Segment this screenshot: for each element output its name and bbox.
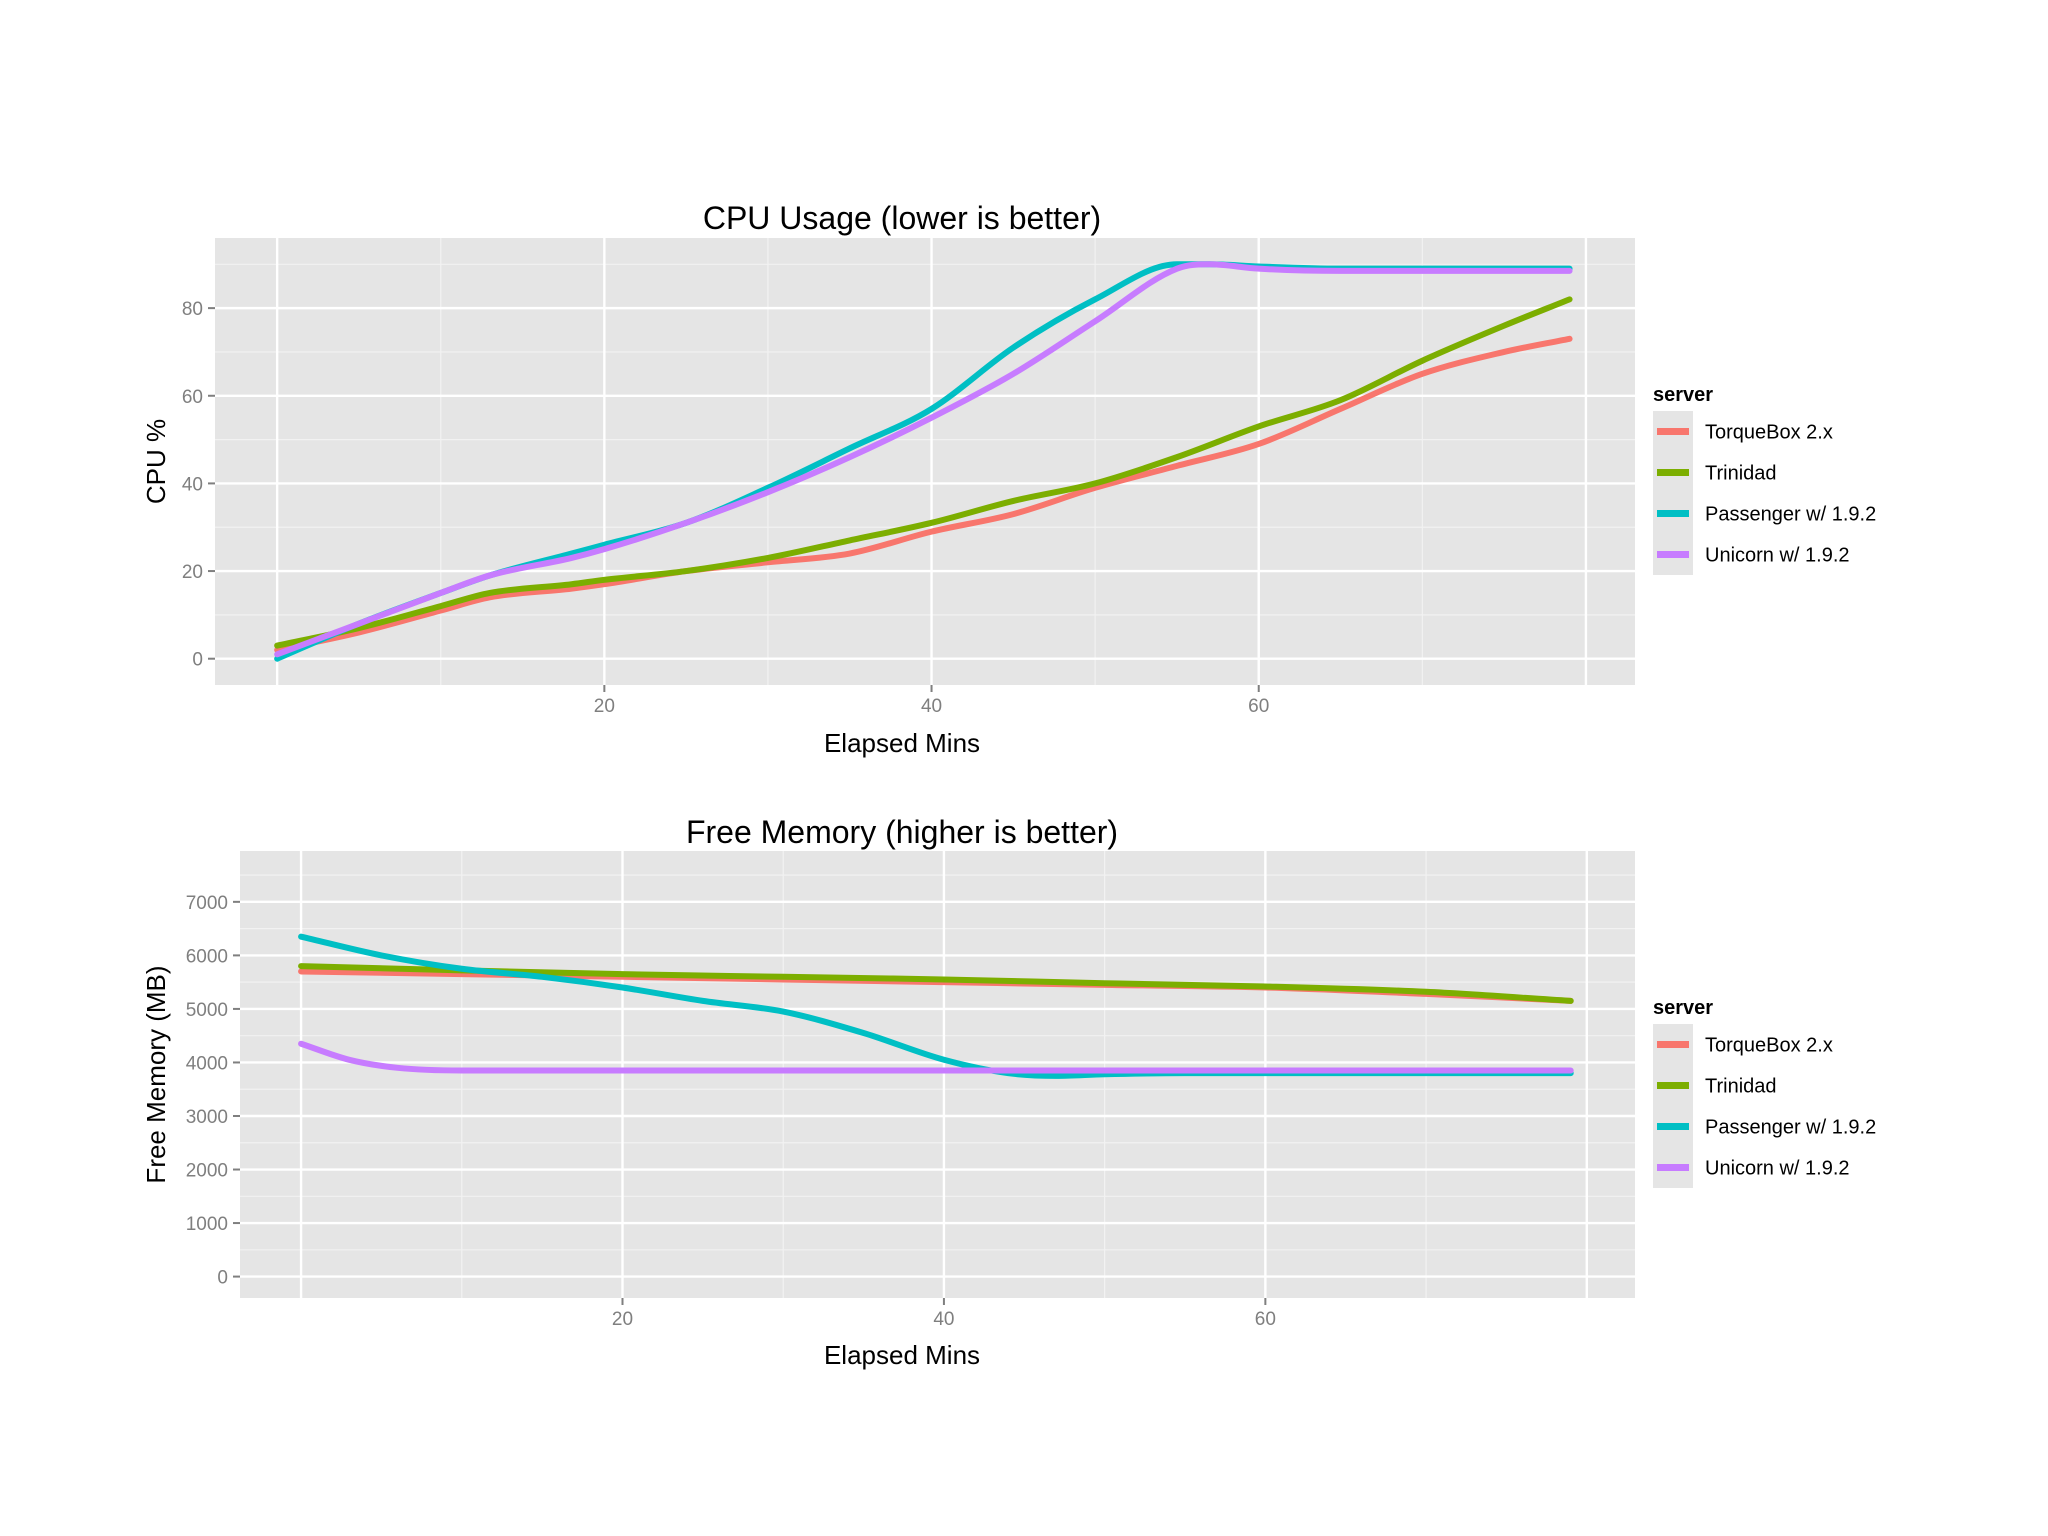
y-tick-label: 6000: [186, 946, 228, 967]
series-line-trinidad: [274, 296, 1573, 649]
y-tick-label: 60: [182, 387, 203, 408]
legend-label: Trinidad: [1705, 463, 1777, 485]
x-axis-title: Elapsed Mins: [824, 1340, 980, 1370]
x-tick-label: 40: [933, 1309, 954, 1330]
x-tick-label: 20: [612, 1309, 633, 1330]
x-tick-label: 60: [1248, 696, 1269, 717]
legend-title: server: [1653, 997, 1713, 1019]
y-tick-label: 0: [217, 1268, 228, 1289]
y-tick-label: 2000: [186, 1161, 228, 1182]
chart-title: Free Memory (higher is better): [686, 814, 1118, 850]
series-line-unicorn-w-1-9-2: [298, 1040, 1574, 1074]
chart-2: 20 40 60 0 1000 2000 3000 4000 5000 6000 7000 Free …: [141, 814, 1876, 1370]
y-axis-title: CPU %: [141, 419, 171, 504]
legend-label: Passenger w/ 1.9.2: [1705, 504, 1876, 526]
legend-label: TorqueBox 2.x: [1705, 1035, 1833, 1057]
y-tick-label: 4000: [186, 1053, 228, 1074]
x-tick-label: 20: [594, 696, 615, 717]
series-line-torquebox-2-x: [274, 335, 1573, 653]
legend-title: server: [1653, 384, 1713, 406]
legend: server TorqueBox 2.x Trinidad Passenger w/ …: [1653, 997, 1876, 1188]
y-tick-label: 40: [182, 474, 203, 495]
x-axis-title: Elapsed Mins: [824, 728, 980, 758]
legend-label: Unicorn w/ 1.9.2: [1705, 545, 1850, 567]
chart-title: CPU Usage (lower is better): [703, 200, 1101, 236]
series-line-unicorn-w-1-9-2: [274, 261, 1573, 658]
y-tick-label: 5000: [186, 1000, 228, 1021]
chart-1: 20 40 60 0 20 40 60 80 CPU Usage (lower is bette…: [141, 200, 1876, 758]
y-tick-label: 20: [182, 562, 203, 583]
legend-label: TorqueBox 2.x: [1705, 422, 1833, 444]
y-tick-label: 0: [192, 650, 203, 671]
y-tick-label: 7000: [186, 893, 228, 914]
y-tick-label: 1000: [186, 1214, 228, 1235]
y-tick-label: 80: [182, 299, 203, 320]
x-tick-label: 60: [1255, 1309, 1276, 1330]
legend-label: Passenger w/ 1.9.2: [1705, 1117, 1876, 1139]
legend-label: Trinidad: [1705, 1076, 1777, 1098]
legend-label: Unicorn w/ 1.9.2: [1705, 1158, 1850, 1180]
y-axis-title: Free Memory (MB): [141, 965, 171, 1183]
charts-root: 20 40 60 0 20 40 60 80 CPU Usage (lower is bette…: [141, 200, 1876, 1370]
y-tick-label: 3000: [186, 1107, 228, 1128]
x-tick-label: 40: [921, 696, 942, 717]
legend: server TorqueBox 2.x Trinidad Passenger w/ …: [1653, 384, 1876, 575]
